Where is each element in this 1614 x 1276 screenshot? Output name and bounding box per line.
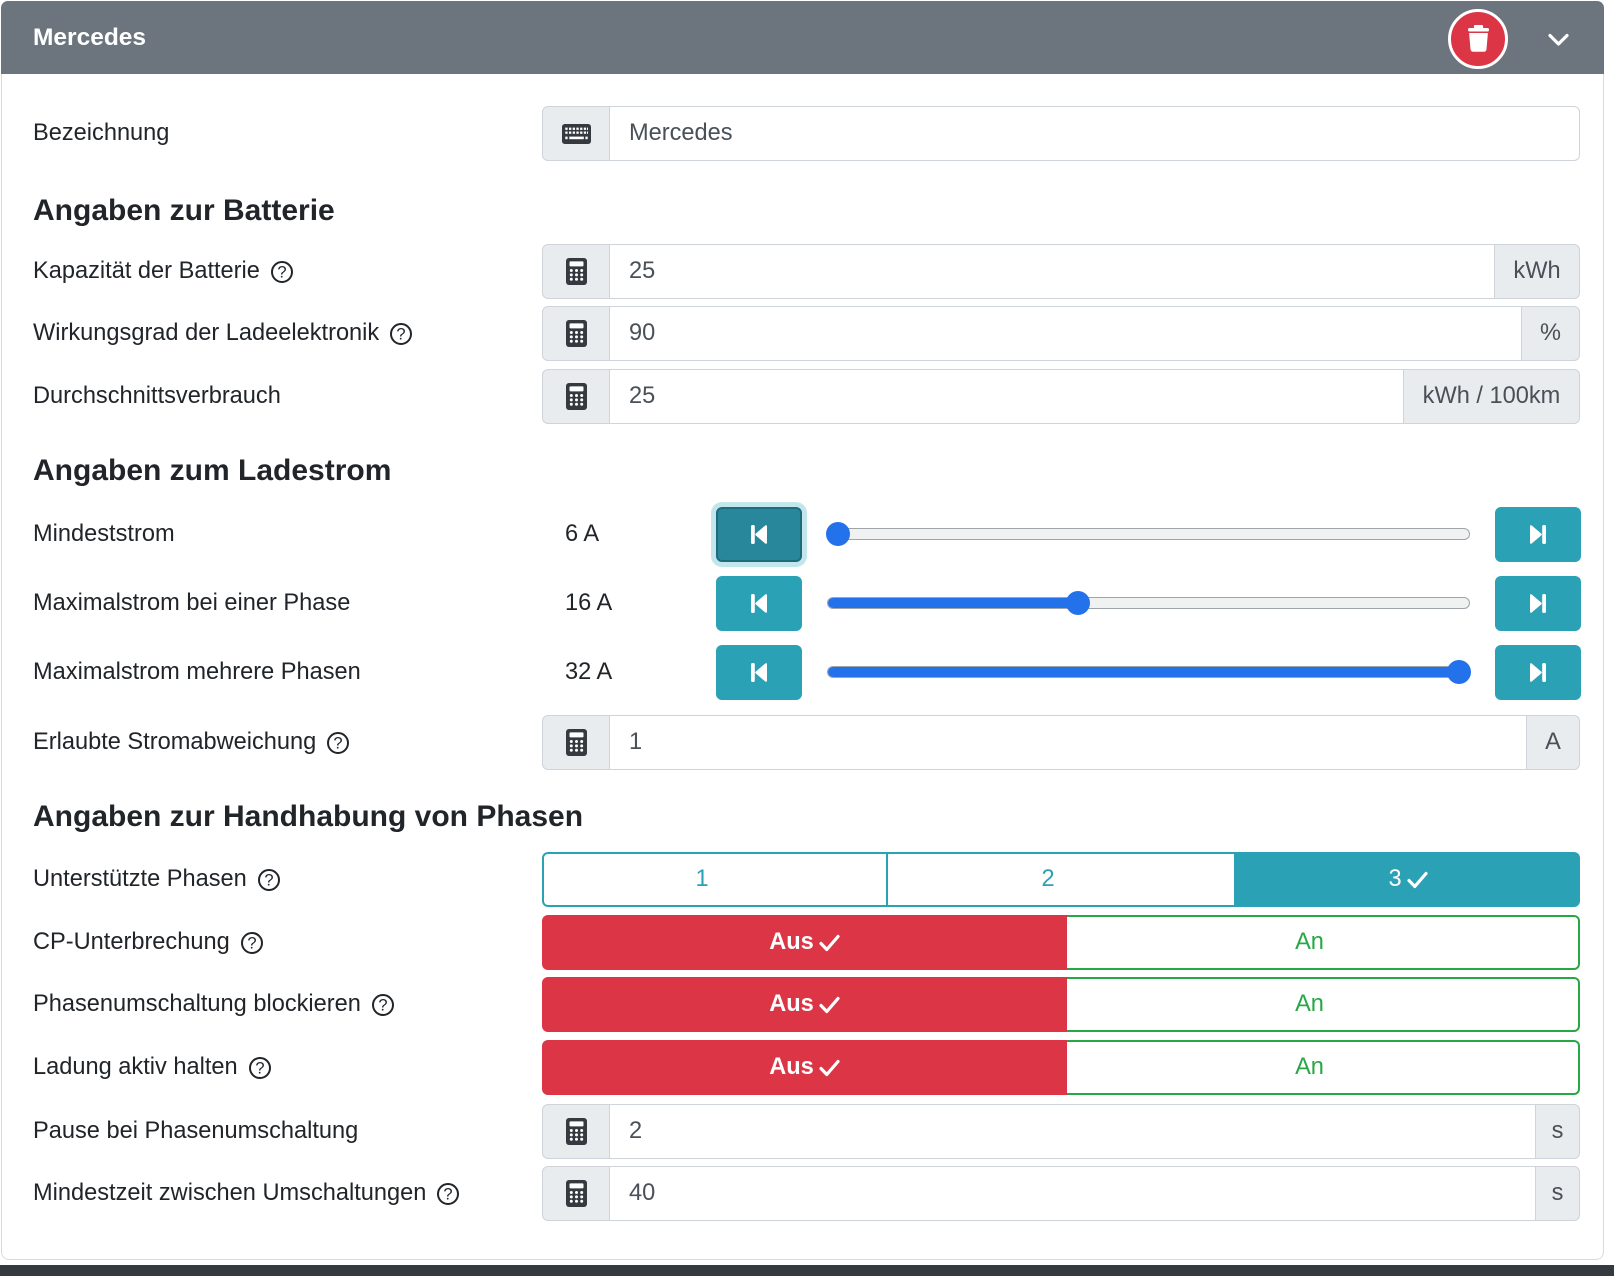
svg-text:?: ? [334, 734, 343, 752]
svg-text:?: ? [255, 1059, 264, 1077]
svg-text:?: ? [277, 263, 286, 281]
svg-text:?: ? [397, 325, 406, 343]
svg-text:?: ? [264, 871, 273, 889]
svg-text:?: ? [444, 1185, 453, 1203]
svg-text:?: ? [247, 934, 256, 952]
svg-text:?: ? [378, 996, 387, 1014]
